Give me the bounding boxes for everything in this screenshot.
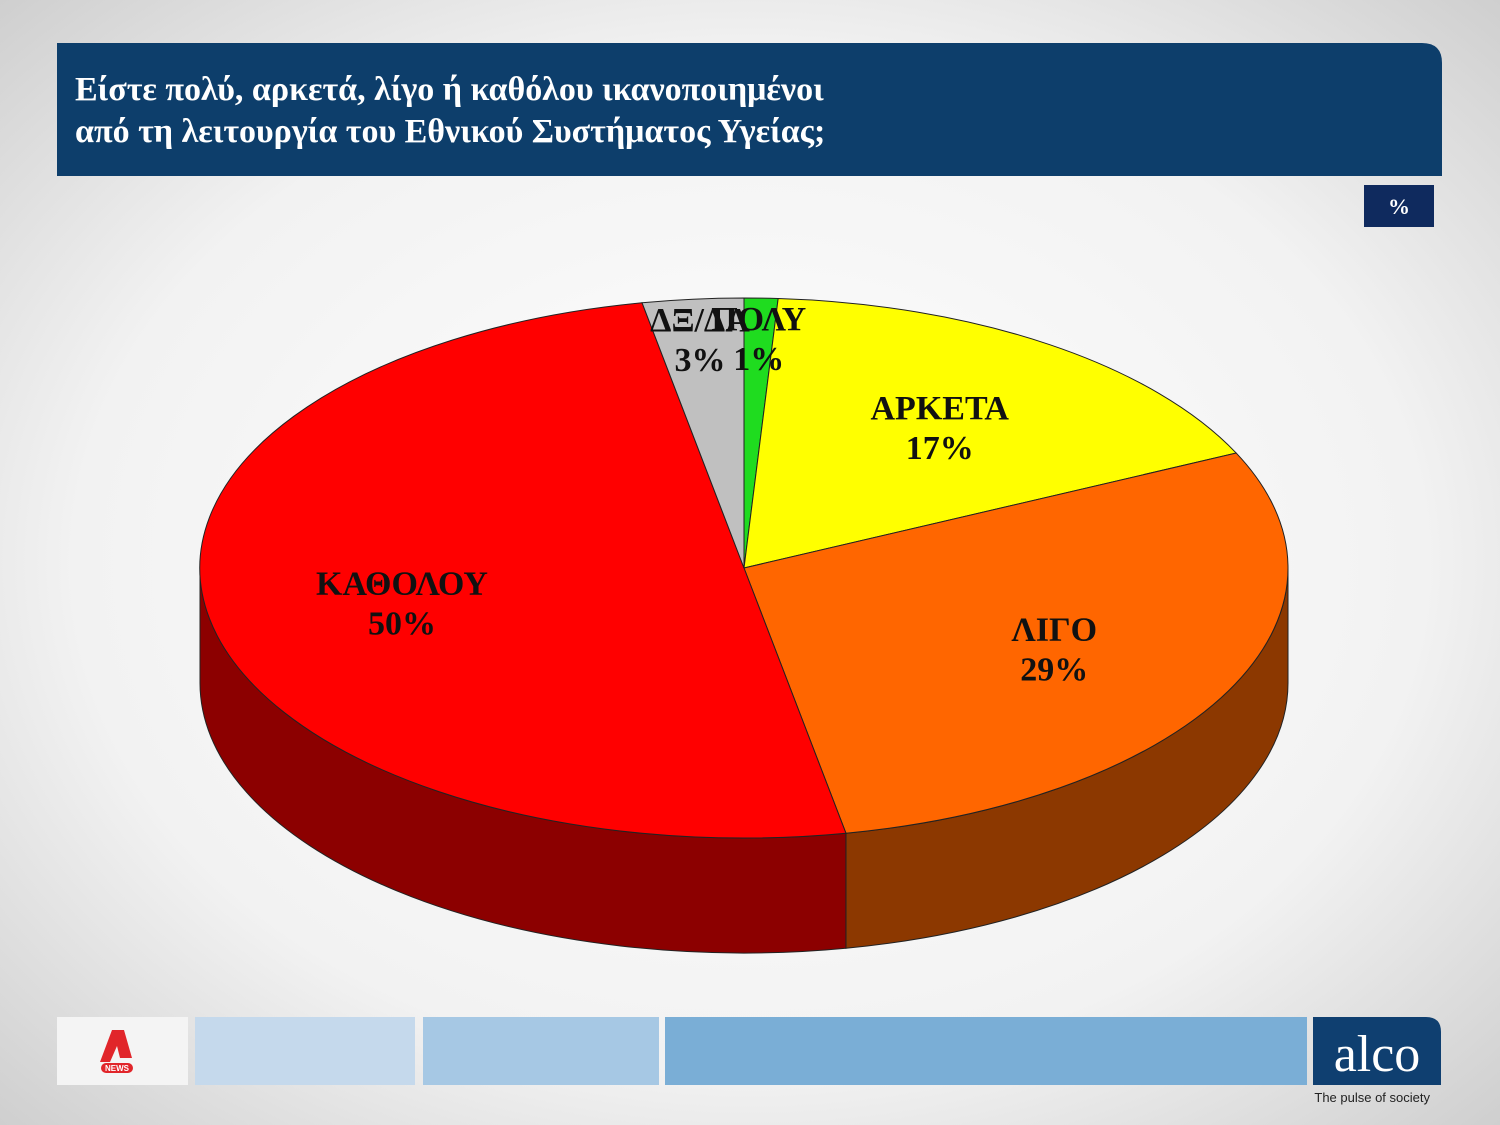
unit-label: %: [1388, 194, 1410, 219]
slice-label: ΑΡΚΕΤΑ: [871, 390, 1010, 427]
slice: [743, 298, 1238, 569]
value-label: 1%: [733, 341, 784, 378]
slice-label: ΛΙΓΟ: [1011, 611, 1097, 648]
chart-title: από τη λειτουργία του Εθνικού Συστήματος…: [75, 113, 825, 150]
brand-box: [1313, 1017, 1441, 1085]
slice-label: ΠΟΛΥ: [711, 301, 806, 338]
slice: [641, 297, 745, 569]
title-bar: [57, 43, 1442, 176]
footer-band: [665, 1017, 1307, 1085]
slice-top: [199, 302, 847, 839]
slice-top: [641, 297, 745, 569]
news-logo: [100, 1030, 132, 1062]
slice: [199, 302, 847, 954]
value-label: 3%: [674, 342, 725, 379]
slice-top: [743, 298, 1238, 569]
unit-box: [1364, 185, 1434, 227]
tagline: The pulse of society: [1314, 1090, 1430, 1105]
news-pill: [101, 1063, 133, 1073]
news-label: NEWS: [105, 1064, 130, 1073]
brand: alco: [1334, 1026, 1421, 1083]
value-label: 29%: [1020, 651, 1088, 688]
chart-title: Είστε πολύ, αρκετά, λίγο ή καθόλου ικανο…: [75, 71, 824, 108]
slice-top: [743, 452, 1289, 834]
footer-band: [423, 1017, 659, 1085]
footer-band: [195, 1017, 415, 1085]
slice-label: ΚΑΘΟΛΟΥ: [316, 565, 488, 602]
slice-label: ΔΞ/ΔΑ: [650, 302, 750, 339]
value-label: 17%: [906, 430, 974, 467]
value-label: 50%: [368, 605, 436, 642]
